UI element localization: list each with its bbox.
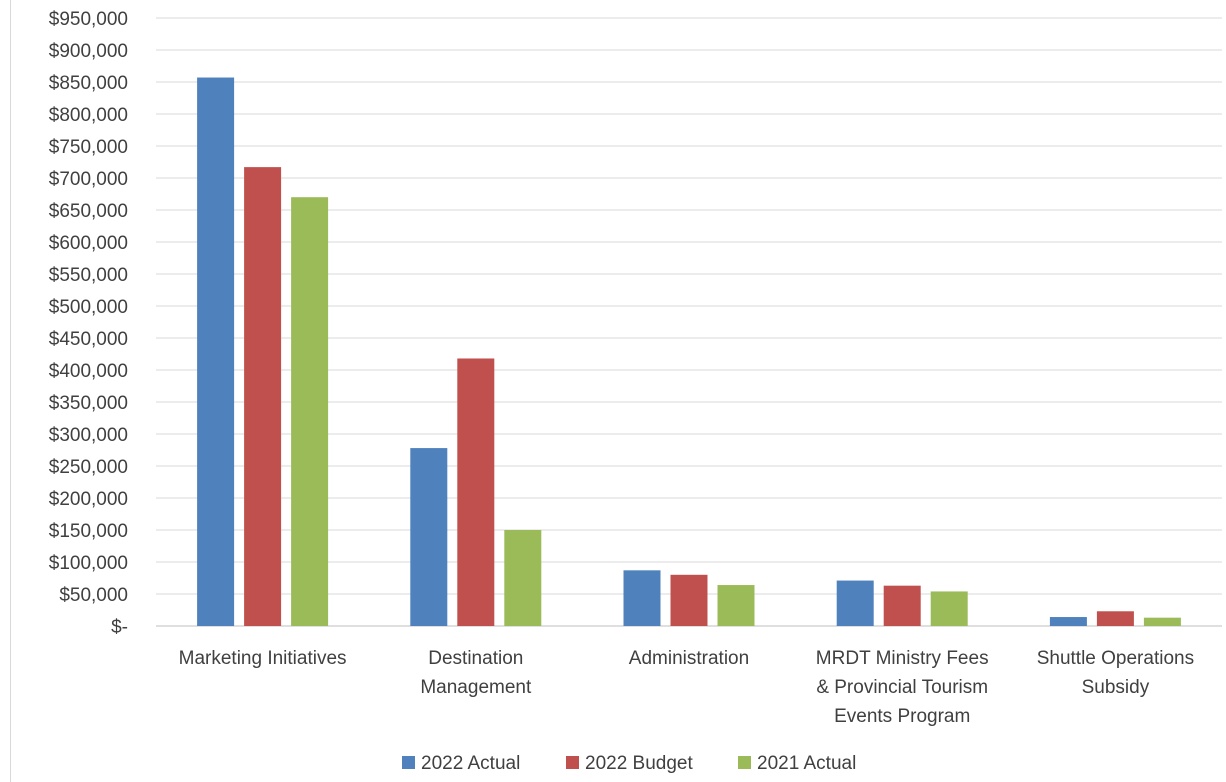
y-tick-label: $550,000 [49,265,128,286]
bar [883,585,921,626]
y-tick-label: $250,000 [49,457,128,478]
y-tick-label: $600,000 [49,233,128,254]
bar [291,197,329,626]
y-tick-label: $900,000 [49,41,128,62]
y-tick-label: $450,000 [49,329,128,350]
gridlines [156,17,1222,627]
y-tick-label: $700,000 [49,169,128,190]
bar [670,574,708,626]
y-tick-label: $350,000 [49,393,128,414]
legend-swatch [738,756,751,769]
left-border-rule [10,0,11,782]
bar [1049,617,1087,626]
bar [457,358,495,626]
x-category-label: Destination Management [420,648,532,698]
bar [244,167,282,626]
bar [197,77,235,626]
y-tick-label: $300,000 [49,425,128,446]
bar [410,448,448,626]
bar [1143,617,1181,626]
legend-swatch [566,756,579,769]
legend-label: 2021 Actual [757,753,856,774]
legend-swatch [402,756,415,769]
x-category-label: MRDT Ministry Fees & Provincial Tourism Ev… [816,648,989,727]
bar [1096,611,1134,626]
x-category-label: Shuttle Operations Subsidy [1037,648,1194,698]
legend: 2022 Actual 2022 Budget 2021 Actual [402,753,856,774]
bar [836,580,874,626]
x-axis-categories: Marketing Initiatives Destination Manageme… [179,648,1194,727]
bar [504,530,542,626]
y-axis-ticks: $- $50,000 $100,000 $150,000 $200,000 $250,00… [49,9,128,638]
y-tick-label: $750,000 [49,137,128,158]
y-tick-label: $850,000 [49,73,128,94]
y-tick-label: $500,000 [49,297,128,318]
x-category-label: Administration [629,648,749,669]
y-tick-label: $- [111,617,128,638]
bar [717,585,755,626]
y-tick-label: $950,000 [49,9,128,30]
bars [197,77,1181,626]
bar [930,591,968,626]
y-tick-label: $50,000 [59,585,128,606]
y-tick-label: $400,000 [49,361,128,382]
y-tick-label: $100,000 [49,553,128,574]
y-tick-label: $800,000 [49,105,128,126]
y-tick-label: $200,000 [49,489,128,510]
y-tick-label: $650,000 [49,201,128,222]
legend-label: 2022 Budget [585,753,693,774]
legend-label: 2022 Actual [421,753,520,774]
bar [623,570,661,626]
y-tick-label: $150,000 [49,521,128,542]
x-category-label: Marketing Initiatives [179,648,347,669]
